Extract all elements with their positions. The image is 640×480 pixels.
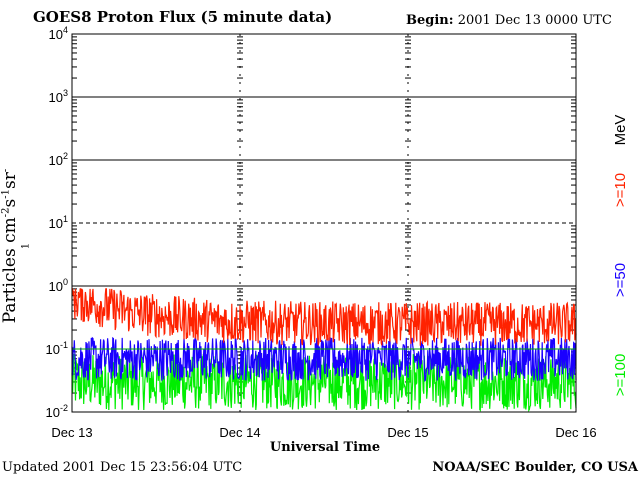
y-tick-label: 103 [49, 88, 68, 105]
x-tick-label: Dec 13 [51, 425, 92, 440]
y-tick-label: 10-2 [46, 403, 68, 420]
y-tick-label: 102 [49, 151, 68, 168]
legend-units: MeV [612, 115, 629, 146]
y-tick-label: 104 [49, 25, 68, 42]
legend-series-label: >=50 [612, 263, 629, 297]
series-line-ge10 [72, 288, 577, 346]
legend-series-label: >=100 [612, 354, 629, 397]
y-tick-label: 100 [49, 277, 68, 294]
x-axis-label: Universal Time [269, 440, 381, 455]
x-tick-label: Dec 15 [387, 425, 428, 440]
updated-value: 2001 Dec 15 23:56:04 UTC [62, 460, 243, 475]
series-line-ge50 [71, 335, 577, 382]
chart-title: GOES8 Proton Flux (5 minute data) [33, 8, 333, 26]
legend-series-label: >=10 [612, 173, 629, 207]
plot-frame [71, 33, 577, 413]
y-tick-label: 101 [49, 214, 68, 231]
x-tick-label: Dec 14 [219, 425, 260, 440]
credit-text: NOAA/SEC Boulder, CO USA [432, 460, 638, 475]
begin-label: Begin: [406, 13, 454, 28]
updated-label: Updated [2, 460, 59, 475]
x-tick-label: Dec 16 [555, 425, 596, 440]
y-tick-label: 10-1 [46, 340, 68, 357]
begin-value: 2001 Dec 13 0000 UTC [457, 13, 612, 28]
updated-timestamp: Updated 2001 Dec 15 23:56:04 UTC [2, 460, 242, 475]
begin-time: Begin: 2001 Dec 13 0000 UTC [406, 13, 612, 28]
